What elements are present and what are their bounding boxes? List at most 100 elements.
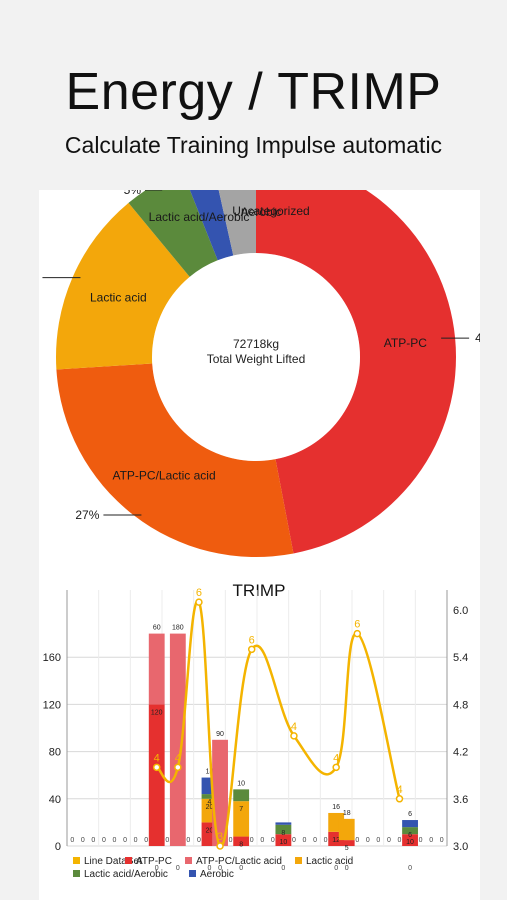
trimp-bar-lactic-acid[interactable] [338, 818, 355, 841]
trimp-line-zero-label: 0 [155, 865, 159, 872]
trimp-bar-atp-pc[interactable] [338, 840, 355, 846]
trimp-bar-atp-pc[interactable] [275, 834, 292, 846]
trimp-zero-value: 0 [355, 837, 359, 844]
trimp-bar-value: 16 [332, 804, 340, 811]
legend-label-line-dataset[interactable]: Line DataSet [84, 856, 142, 867]
donut-slice-aerobic[interactable] [182, 190, 234, 261]
donut-percent-atp-pc: 47% [475, 331, 480, 345]
donut-center-label: Total Weight Lifted [207, 352, 306, 366]
trimp-zero-value: 0 [324, 837, 328, 844]
donut-slice-uncategorized[interactable] [212, 190, 256, 256]
trimp-line-point[interactable] [216, 842, 224, 850]
trimp-right-tick: 3.0 [453, 841, 468, 853]
trimp-zero-value: 0 [440, 837, 444, 844]
trimp-line-zero-label: 0 [218, 865, 222, 872]
trimp-bar-aerobic[interactable] [275, 822, 292, 825]
trimp-bar-lactic-acid-aerobic[interactable] [402, 827, 418, 835]
donut-slice-atp-pc[interactable] [256, 190, 456, 554]
trimp-line-value: 4 [333, 752, 339, 764]
trimp-bar-value: 8 [281, 830, 285, 837]
trimp-zero-value: 0 [229, 837, 233, 844]
donut-slice-name-lactic-acid-aerobic: Lactic acid/Aerobic [149, 210, 250, 224]
legend-label-atp-pc-lactic-acid[interactable]: ATP-PC/Lactic acid [196, 856, 282, 867]
trimp-left-tick: 80 [49, 747, 61, 759]
trimp-right-tick: 4.2 [453, 747, 468, 759]
trimp-line-value: 6 [354, 619, 360, 631]
trimp-line-point[interactable] [152, 763, 161, 772]
trimp-line-value: 6 [196, 587, 202, 599]
trimp-line-zero-label: 0 [281, 865, 285, 872]
energy-donut-chart[interactable]: ATP-PC 47% ATP-PC/Lactic acid 27% Lactic aci… [39, 190, 480, 560]
trimp-left-tick: 160 [43, 652, 61, 664]
trimp-bar-lactic-acid[interactable] [233, 801, 250, 837]
trimp-line-point[interactable] [247, 645, 256, 654]
trimp-bar-value: 14 [206, 769, 214, 776]
trimp-bar-value: 10 [237, 780, 245, 787]
trimp-bar-aerobic[interactable] [402, 820, 418, 828]
trimp-bar-atp-pc[interactable] [233, 836, 250, 846]
trimp-line-point[interactable] [332, 763, 340, 772]
trimp-line-point[interactable] [353, 629, 362, 638]
trimp-line-zero-label: 0 [239, 865, 243, 872]
trimp-bar-lactic-acid-aerobic[interactable] [233, 789, 250, 802]
trimp-bar-value: 18 [343, 810, 351, 817]
trimp-bar-atp-pc-lactic-acid[interactable] [148, 633, 165, 705]
trimp-line-value: 4 [154, 752, 160, 764]
trimp-zero-value: 0 [123, 837, 127, 844]
trimp-bar-value: 60 [153, 625, 161, 632]
trimp-bar-value: 6 [408, 811, 412, 818]
donut-slice-lactic-acid[interactable] [56, 202, 190, 370]
trimp-right-tick: 6.0 [453, 605, 468, 617]
trimp-bar-atp-pc-lactic-acid[interactable] [212, 739, 228, 846]
trimp-line-point[interactable] [195, 598, 203, 606]
trimp-line-zero-label: 0 [345, 865, 349, 872]
trimp-line-series[interactable] [156, 599, 401, 848]
donut-slice-lactic-acid-aerobic[interactable] [128, 190, 218, 277]
trimp-zero-value: 0 [134, 837, 138, 844]
trimp-right-tick: 5.4 [453, 652, 468, 664]
trimp-line-point[interactable] [290, 732, 298, 740]
trimp-bar-value: 6 [408, 832, 412, 839]
legend-swatch-atp-pc-lactic-acid [185, 857, 192, 864]
trimp-line-value: 6 [249, 634, 255, 646]
trimp-zero-value: 0 [250, 837, 254, 844]
donut-slice-name-aerobic: Aerobic [241, 205, 282, 219]
legend-swatch-lactic-acid-aerobic [73, 870, 80, 877]
trimp-zero-value: 0 [429, 837, 433, 844]
donut-slice-name-lactic-acid: Lactic acid [90, 290, 147, 304]
legend-label-lactic-acid-aerobic[interactable]: Lactic acid/Aerobic [84, 869, 168, 880]
donut-slice-name-atp-pc: ATP-PC [384, 336, 427, 350]
trimp-bar-value: 20 [206, 804, 214, 811]
trimp-bar-value: 8 [239, 842, 243, 849]
trimp-zero-value: 0 [398, 837, 402, 844]
donut-center-value: 72718kg [233, 337, 279, 351]
trimp-zero-value: 0 [387, 837, 391, 844]
trimp-bar-lactic-acid-aerobic[interactable] [201, 794, 218, 799]
trimp-zero-value: 0 [144, 837, 148, 844]
trimp-bar-atp-pc-lactic-acid[interactable] [169, 633, 186, 846]
trimp-bar-value: 12 [332, 837, 340, 844]
trimp-bar-value: 10 [279, 839, 287, 846]
legend-label-atp-pc[interactable]: ATP-PC [136, 856, 172, 867]
trimp-bar-atp-pc[interactable] [402, 834, 418, 846]
legend-label-lactic-acid[interactable]: Lactic acid [306, 856, 353, 867]
donut-percent-atp-pc-lactic-acid: 27% [75, 508, 99, 522]
donut-percent-lactic-acid-aerobic: 5% [124, 190, 142, 197]
trimp-bar-lactic-acid-aerobic[interactable] [275, 824, 292, 835]
donut-hole [164, 265, 348, 449]
legend-swatch-lactic-acid [295, 857, 302, 864]
legend-swatch-line-dataset [73, 857, 80, 864]
trimp-title: TRIMP [233, 581, 286, 600]
trimp-bar-value: 10 [406, 839, 414, 846]
trimp-bar-value: 180 [172, 625, 184, 632]
trimp-bar-atp-pc[interactable] [148, 704, 165, 846]
trimp-zero-value: 0 [102, 837, 106, 844]
trimp-line-point[interactable] [395, 795, 404, 803]
trimp-combined-chart[interactable]: TRIMP 1206001800202041409008710010801216… [39, 560, 480, 900]
trimp-line-point[interactable] [174, 763, 182, 772]
donut-slice-name-atp-pc-lactic-acid: ATP-PC/Lactic acid [112, 469, 215, 483]
legend-swatch-atp-pc [125, 857, 132, 864]
donut-slice-atp-pc-lactic-acid[interactable] [56, 363, 294, 557]
trimp-right-tick: 3.6 [453, 794, 468, 806]
legend-label-aerobic[interactable]: Aerobic [200, 869, 234, 880]
